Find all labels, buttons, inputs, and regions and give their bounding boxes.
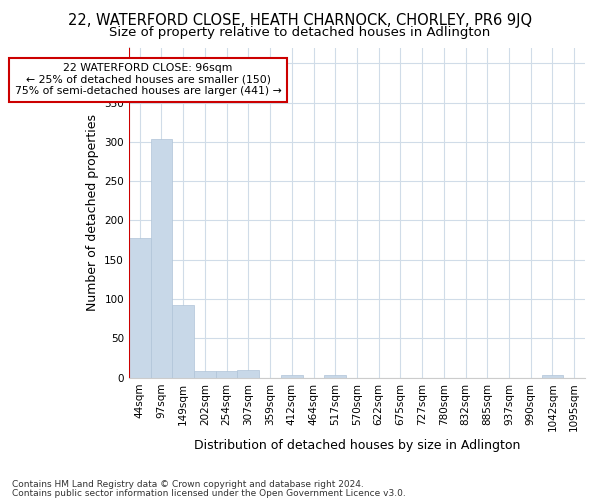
Bar	[325, 376, 346, 378]
Text: Contains public sector information licensed under the Open Government Licence v3: Contains public sector information licen…	[12, 489, 406, 498]
Bar	[172, 304, 194, 378]
Y-axis label: Number of detached properties: Number of detached properties	[86, 114, 99, 311]
Text: Contains HM Land Registry data © Crown copyright and database right 2024.: Contains HM Land Registry data © Crown c…	[12, 480, 364, 489]
Bar	[194, 372, 216, 378]
Text: 22 WATERFORD CLOSE: 96sqm
← 25% of detached houses are smaller (150)
75% of semi: 22 WATERFORD CLOSE: 96sqm ← 25% of detac…	[14, 63, 281, 96]
X-axis label: Distribution of detached houses by size in Adlington: Distribution of detached houses by size …	[194, 440, 520, 452]
Bar	[151, 138, 172, 378]
Text: 22, WATERFORD CLOSE, HEATH CHARNOCK, CHORLEY, PR6 9JQ: 22, WATERFORD CLOSE, HEATH CHARNOCK, CHO…	[68, 12, 532, 28]
Bar	[129, 238, 151, 378]
Bar	[216, 370, 238, 378]
Text: Size of property relative to detached houses in Adlington: Size of property relative to detached ho…	[109, 26, 491, 39]
Bar	[238, 370, 259, 378]
Bar	[281, 376, 302, 378]
Bar	[542, 376, 563, 378]
